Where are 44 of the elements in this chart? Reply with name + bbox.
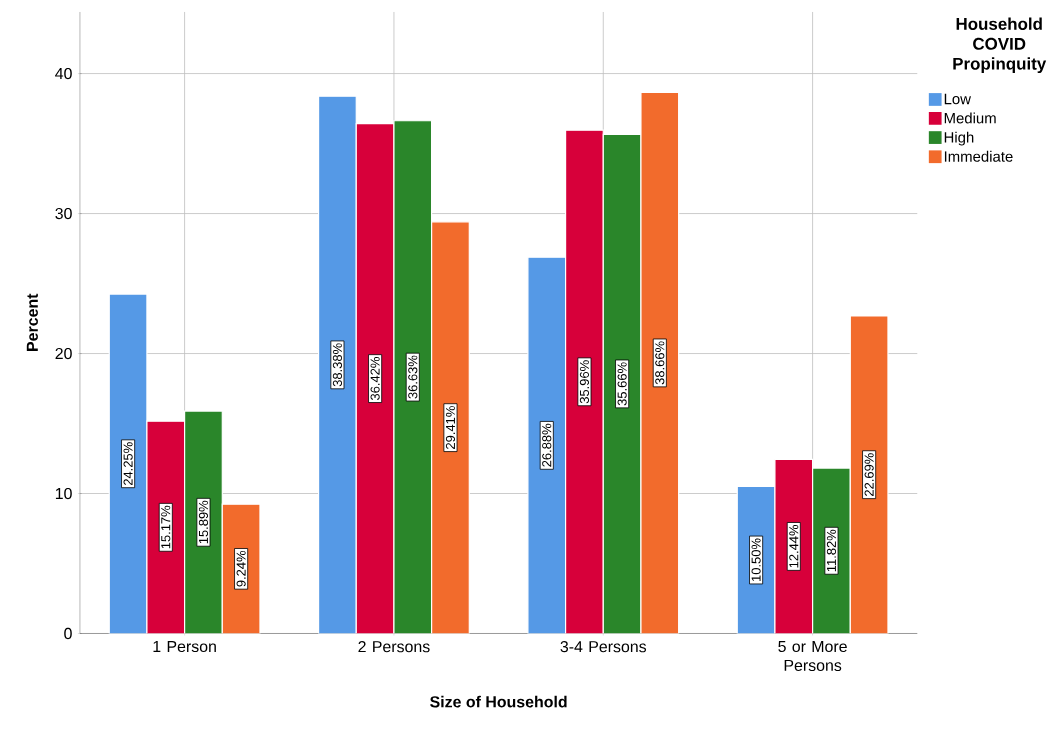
bar	[393, 119, 433, 634]
bar	[849, 315, 889, 634]
bar	[146, 420, 186, 634]
bar	[108, 293, 148, 634]
data-label: 22.69%	[864, 453, 874, 496]
data-label: 15.17%	[161, 505, 171, 549]
legend-title: Household COVID Propinquity	[953, 17, 1047, 73]
x-tick-label: 2 Persons	[358, 640, 430, 653]
data-label: 35.66%	[617, 362, 627, 406]
data-label: 9.24%	[236, 550, 246, 587]
bar	[355, 122, 395, 634]
legend-label: Medium	[944, 112, 996, 124]
data-label: 26.88%	[542, 423, 552, 467]
y-tick-label: 10	[55, 487, 72, 499]
x-tick-label: 1 Person	[153, 640, 216, 652]
y-axis-title: Percent	[26, 293, 38, 351]
bar	[431, 221, 470, 634]
x-tick-label: 3-4 Persons	[560, 640, 647, 653]
legend-label: Low	[944, 93, 971, 105]
x-axis-title: Size of Household	[430, 695, 567, 708]
y-tick-label: 0	[64, 627, 72, 639]
data-label: 11.82%	[826, 529, 837, 572]
data-label: 36.42%	[370, 356, 380, 400]
bar	[527, 256, 567, 634]
bar	[602, 133, 642, 634]
x-tick-label: 5 or More Persons	[778, 640, 847, 671]
bar	[640, 91, 680, 634]
data-label: 10.50%	[751, 538, 761, 581]
data-label: 35.96%	[579, 360, 590, 404]
y-tick-label: 30	[55, 207, 72, 219]
data-label: 36.63%	[408, 355, 418, 399]
data-label: 38.38%	[332, 343, 342, 387]
data-label: 29.41%	[445, 405, 456, 449]
data-label: 24.25%	[123, 442, 133, 485]
data-label: 12.44%	[789, 524, 799, 568]
bar	[184, 410, 223, 634]
data-label: 15.89%	[198, 500, 209, 544]
legend-label: Immediate	[944, 150, 1013, 162]
legend-label: High	[944, 131, 974, 146]
y-tick-label: 40	[55, 67, 72, 80]
y-tick-label: 20	[55, 347, 72, 359]
bar	[565, 129, 604, 634]
data-label: 38.66%	[655, 341, 665, 385]
bar	[317, 95, 357, 634]
